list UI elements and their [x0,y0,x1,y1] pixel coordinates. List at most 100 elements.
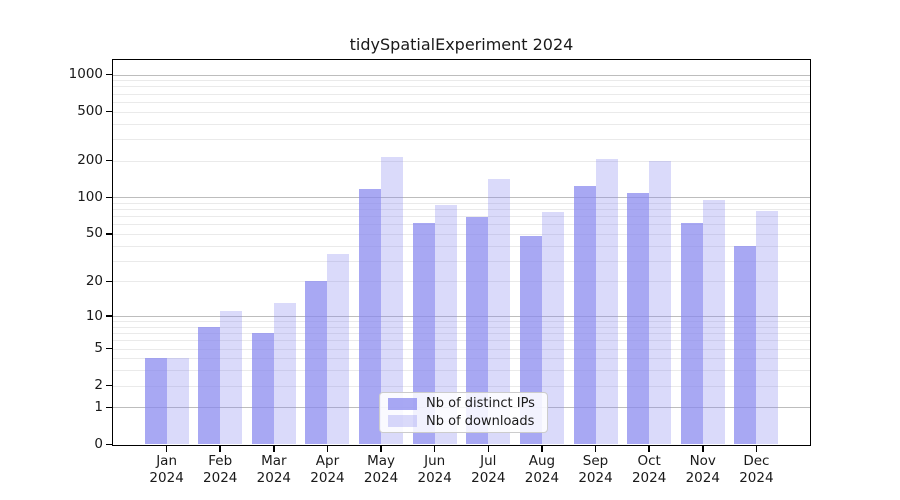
gridline-minor-7 [113,333,810,335]
x-tick-label-jan: Jan 2024 [149,453,184,486]
y-tick-500 [105,110,112,113]
y-tick-label-50: 50 [85,225,103,242]
x-tick-label-feb: Feb 2024 [203,453,238,486]
gridline-minor-3 [113,370,810,372]
gridline-major-1000 [113,74,810,76]
gridline-minor-8 [113,326,810,328]
gridline-minor-400 [113,123,810,125]
y-tick-10 [105,315,112,317]
legend: Nb of distinct IPs Nb of downloads [379,392,548,433]
bar-downloads-jun [434,205,457,445]
gridline-minor-80 [113,209,810,211]
bar-downloads-jul [488,179,511,445]
y-tick-5 [105,347,112,350]
x-tick-aug [541,445,543,452]
legend-item-downloads: Nb of downloads [380,414,547,429]
gridline-minor-2 [113,385,810,387]
x-tick-label-oct: Oct 2024 [631,453,667,486]
y-tick-200 [105,159,112,162]
y-tick-0 [105,443,112,446]
bar-downloads-jan [166,358,189,445]
bar-downloads-feb [220,311,243,445]
legend-item-distinct-ips: Nb of distinct IPs [380,396,547,411]
gridline-major-100 [113,197,810,199]
gridline-minor-4 [113,358,810,360]
bar-ips-mar [251,333,274,445]
x-tick-mar [273,445,275,452]
bar-downloads-may [381,157,404,445]
y-tick-label-5: 5 [94,340,103,357]
bar-ips-oct [627,192,650,445]
chart-title: tidySpatialExperiment 2024 [349,35,574,54]
x-tick-feb [219,445,221,452]
bar-ips-jun [412,222,435,445]
gridline-major-10 [113,316,810,318]
bar-ips-may [359,189,382,445]
bar-ips-sep [573,186,596,445]
bar-ips-dec [734,245,757,445]
bar-downloads-apr [327,254,350,445]
bar-ips-apr [305,281,328,445]
gridline-minor-900 [113,80,810,82]
bar-ips-jan [144,358,167,445]
y-tick-50 [105,233,112,235]
bar-downloads-mar [273,303,296,445]
gridline-minor-20 [113,281,810,283]
x-tick-dec [755,445,758,452]
x-tick-label-apr: Apr 2024 [310,453,345,486]
y-tick-20 [105,280,112,283]
x-tick-jan [165,445,168,452]
x-tick-jul [487,445,490,452]
gridline-minor-300 [113,138,810,140]
y-tick-100 [105,196,112,199]
gridline-minor-5 [113,348,810,350]
y-tick-2 [105,384,112,387]
y-tick-label-1: 1 [94,398,103,415]
y-tick-label-100: 100 [77,188,103,205]
x-tick-label-sep: Sep 2024 [578,453,613,486]
x-tick-label-dec: Dec 2024 [739,453,774,486]
x-tick-nov [702,445,704,452]
bar-ips-feb [198,326,221,445]
gridline-minor-40 [113,245,810,247]
x-tick-label-jul: Jul 2024 [471,453,506,486]
bar-ips-jul [466,216,489,445]
bar-downloads-sep [595,158,618,445]
y-tick-1 [105,406,112,409]
x-tick-oct [648,445,650,452]
x-tick-label-mar: Mar 2024 [256,453,292,486]
y-tick-label-20: 20 [85,272,103,289]
gridline-minor-500 [113,111,810,113]
gridline-minor-800 [113,86,810,88]
y-tick-label-0: 0 [94,436,103,452]
x-tick-label-nov: Nov 2024 [685,453,720,486]
bar-downloads-dec [756,211,779,445]
x-tick-jun [433,445,436,452]
gridline-minor-700 [113,93,810,95]
bar-downloads-aug [541,211,564,445]
y-tick-label-200: 200 [77,152,103,168]
gridline-minor-60 [113,224,810,226]
gridline-minor-50 [113,233,810,235]
gridline-minor-200 [113,160,810,162]
gridline-minor-600 [113,101,810,103]
x-tick-label-jun: Jun 2024 [417,453,452,486]
y-tick-label-2: 2 [94,377,103,394]
y-tick-label-1000: 1000 [68,66,103,83]
gridline-minor-70 [113,216,810,218]
x-tick-label-may: May 2024 [363,453,399,486]
bar-downloads-nov [702,199,725,445]
legend-label-distinct-ips: Nb of distinct IPs [426,396,535,412]
legend-swatch-distinct-ips [388,397,417,410]
y-tick-1000 [105,73,112,76]
x-tick-label-aug: Aug 2024 [524,453,560,486]
y-tick-label-500: 500 [77,103,103,120]
x-tick-apr [326,445,329,452]
bar-ips-nov [680,222,703,445]
x-tick-sep [594,445,597,452]
legend-swatch-downloads [388,415,417,428]
legend-label-downloads: Nb of downloads [426,413,535,429]
y-tick-label-10: 10 [85,307,103,324]
gridline-minor-9 [113,321,810,323]
